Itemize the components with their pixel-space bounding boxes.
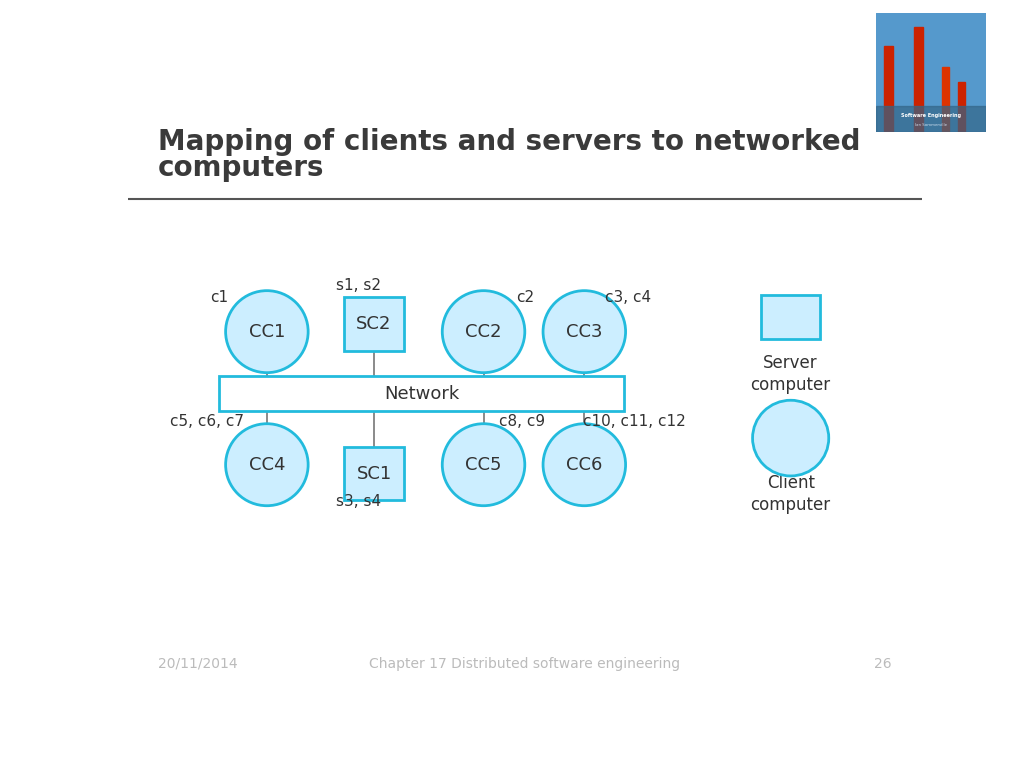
- Text: CC3: CC3: [566, 323, 602, 341]
- Text: s3, s4: s3, s4: [336, 494, 381, 509]
- Ellipse shape: [753, 400, 828, 476]
- Text: Ian Sommerville: Ian Sommerville: [914, 123, 947, 127]
- Ellipse shape: [442, 424, 524, 505]
- Text: CC5: CC5: [465, 455, 502, 474]
- Ellipse shape: [543, 424, 626, 505]
- Text: 20/11/2014: 20/11/2014: [158, 657, 238, 670]
- Ellipse shape: [442, 290, 524, 372]
- Text: c3, c4: c3, c4: [605, 290, 651, 305]
- FancyBboxPatch shape: [219, 376, 624, 412]
- Text: 26: 26: [873, 657, 892, 670]
- FancyBboxPatch shape: [344, 447, 403, 500]
- FancyBboxPatch shape: [761, 295, 820, 339]
- Text: Mapping of clients and servers to networked: Mapping of clients and servers to networ…: [158, 127, 860, 156]
- Bar: [914, 28, 923, 132]
- Bar: [942, 67, 948, 132]
- Text: s1, s2: s1, s2: [336, 278, 381, 293]
- Text: Software Engineering: Software Engineering: [901, 113, 961, 118]
- Text: SC2: SC2: [356, 315, 392, 333]
- Text: c10, c11, c12: c10, c11, c12: [583, 414, 686, 429]
- Text: CC4: CC4: [249, 455, 285, 474]
- Text: Chapter 17 Distributed software engineering: Chapter 17 Distributed software engineer…: [370, 657, 680, 670]
- Bar: [958, 82, 965, 132]
- Text: CC1: CC1: [249, 323, 285, 341]
- Text: Network: Network: [384, 385, 459, 402]
- Text: CC2: CC2: [465, 323, 502, 341]
- Text: c8, c9: c8, c9: [500, 414, 546, 429]
- Ellipse shape: [225, 424, 308, 505]
- Text: c2: c2: [516, 290, 534, 305]
- Bar: [876, 106, 986, 132]
- Text: c1: c1: [210, 290, 228, 305]
- Text: Client
computer: Client computer: [751, 474, 830, 515]
- Text: SC1: SC1: [356, 465, 391, 482]
- Text: Server
computer: Server computer: [751, 354, 830, 394]
- FancyBboxPatch shape: [344, 297, 403, 350]
- Bar: [885, 46, 893, 132]
- Ellipse shape: [225, 290, 308, 372]
- Ellipse shape: [543, 290, 626, 372]
- Text: computers: computers: [158, 154, 325, 182]
- Text: c5, c6, c7: c5, c6, c7: [170, 414, 245, 429]
- Text: CC6: CC6: [566, 455, 602, 474]
